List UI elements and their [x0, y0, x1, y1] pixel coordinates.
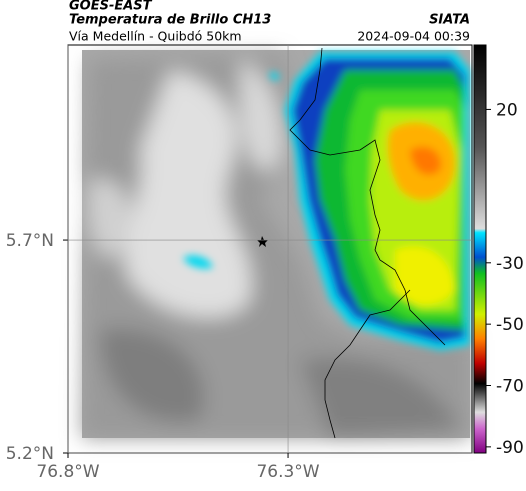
colorbar	[473, 44, 487, 454]
route: Vía Medellín - Quibdó 50km	[69, 29, 242, 44]
subtitle: Temperatura de Brillo CH13	[69, 13, 271, 28]
colorbar-tick-label: -30	[496, 254, 524, 274]
lat-tick-label: 5.7°N	[6, 231, 54, 251]
colorbar-tick-label: -90	[496, 438, 524, 458]
colorbar-tick-label: 20	[496, 100, 518, 120]
lat-tick-label: 5.2°N	[6, 444, 54, 464]
timestamp: 2024-09-04 00:39	[357, 29, 470, 44]
colorbar-tick-label: -50	[496, 315, 524, 335]
map-image	[67, 44, 473, 454]
lon-tick-label: 76.3°W	[256, 462, 319, 482]
source: SIATA	[429, 13, 470, 28]
title: GOES-EAST	[69, 0, 153, 14]
colorbar-tick-label: -70	[496, 377, 524, 397]
lon-tick-label: 76.8°W	[36, 462, 99, 482]
